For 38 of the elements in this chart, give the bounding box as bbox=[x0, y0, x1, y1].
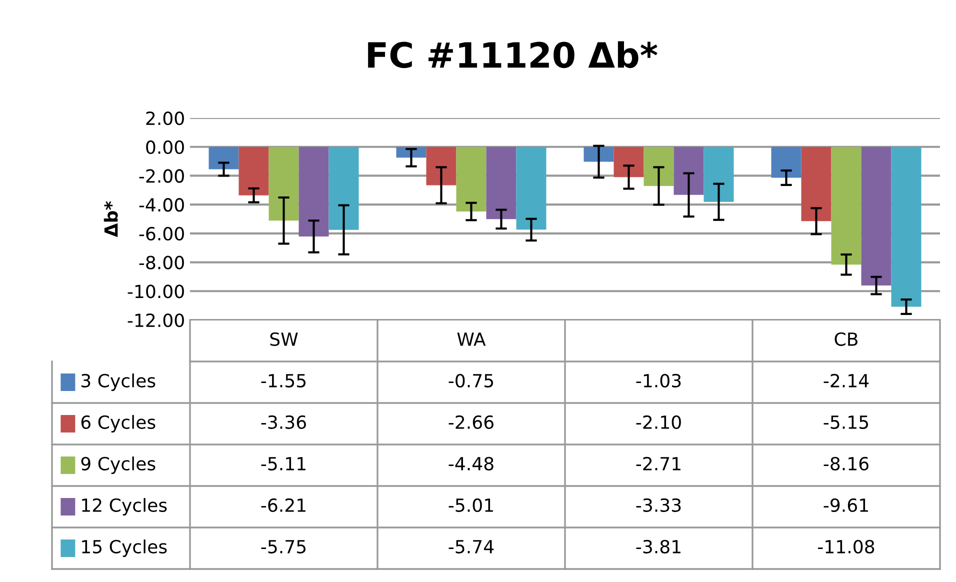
y-tick-label: -6.00 bbox=[139, 226, 184, 241]
y-tick-label: -10.00 bbox=[128, 284, 184, 298]
legend-label: 15 Cycles bbox=[82, 540, 167, 557]
y-axis-title: Δb* bbox=[104, 201, 118, 238]
data-label: -5.11 bbox=[261, 457, 306, 470]
data-label: -5.74 bbox=[448, 540, 494, 554]
data-label: -2.71 bbox=[636, 456, 680, 470]
legend-label: 3 Cycles bbox=[82, 374, 156, 391]
y-tick-label: -8.00 bbox=[139, 256, 184, 270]
data-label: -1.55 bbox=[261, 374, 306, 388]
legend-label: 6 Cycles bbox=[81, 415, 156, 432]
data-label: -1.03 bbox=[636, 374, 681, 388]
chart-title: FC #11120 Δb* bbox=[368, 41, 658, 68]
data-label: -5.75 bbox=[261, 540, 306, 554]
data-label: -6.21 bbox=[261, 498, 306, 512]
data-label: -3.81 bbox=[636, 540, 680, 554]
y-tick-label: 2.00 bbox=[146, 111, 184, 126]
legend-label: 12 Cycles bbox=[82, 498, 167, 516]
data-label: -2.10 bbox=[636, 415, 681, 429]
data-label: -3.36 bbox=[261, 415, 306, 429]
legend-label: 9 Cycles bbox=[81, 456, 156, 474]
data-label: -5.01 bbox=[448, 498, 493, 512]
y-tick-label: -12.00 bbox=[128, 313, 184, 328]
x-tick-label: SW bbox=[270, 332, 298, 346]
data-label: -2.66 bbox=[448, 415, 494, 429]
data-label: -4.48 bbox=[448, 456, 494, 470]
data-label: -8.16 bbox=[824, 456, 868, 470]
y-tick-label: -2.00 bbox=[139, 169, 184, 183]
data-label: -3.33 bbox=[636, 498, 681, 512]
data-label: -9.61 bbox=[824, 498, 868, 512]
x-tick-label: WA bbox=[457, 332, 486, 346]
data-label: -0.75 bbox=[448, 374, 494, 388]
y-tick-label: -4.00 bbox=[139, 198, 184, 212]
x-tick-label: CB bbox=[834, 332, 858, 346]
data-label: -2.14 bbox=[824, 374, 869, 388]
data-label: -11.08 bbox=[818, 540, 874, 554]
y-tick-label: 0.00 bbox=[146, 140, 184, 154]
data-label: -5.15 bbox=[824, 416, 868, 429]
